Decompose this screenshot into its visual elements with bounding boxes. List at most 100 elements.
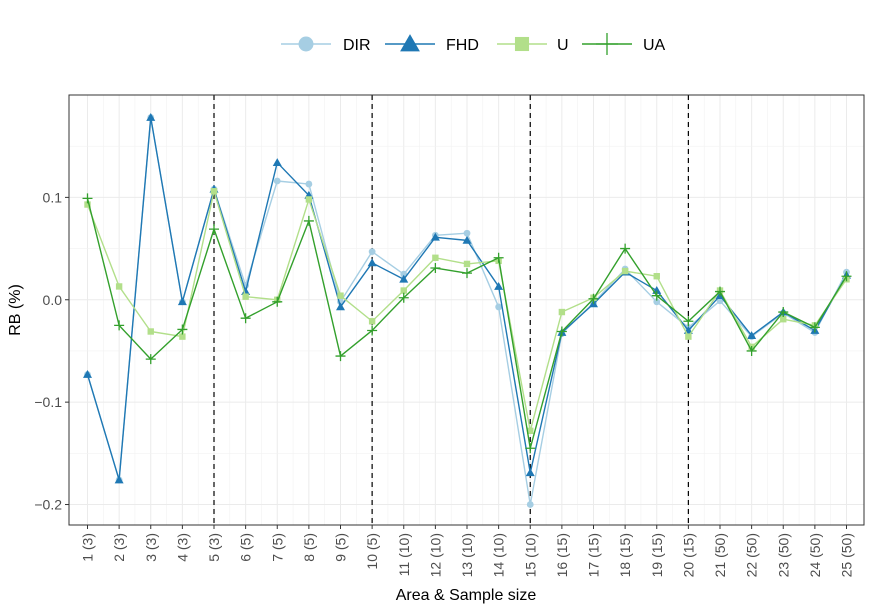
data-point-dir xyxy=(495,303,503,311)
data-point-u xyxy=(527,427,534,435)
data-point-u xyxy=(368,318,376,325)
data-point-fhd xyxy=(399,274,409,283)
x-tick-label: 20 (15) xyxy=(680,533,696,577)
data-point-fhd xyxy=(272,158,282,166)
legend-item-ua: UA xyxy=(582,33,666,55)
data-point-dir xyxy=(463,229,471,237)
data-point-ua xyxy=(556,326,567,337)
data-point-u xyxy=(179,333,186,340)
legend-item-dir: DIR xyxy=(281,36,371,54)
data-point-ua xyxy=(209,224,219,235)
x-tick-label: 6 (5) xyxy=(238,533,254,562)
series-ua xyxy=(82,193,852,454)
y-axis: −0.2 −0.1 0.0 0.1 xyxy=(34,189,69,513)
data-point-fhd xyxy=(83,370,92,378)
legend-item-fhd: FHD xyxy=(385,34,479,54)
data-point-u xyxy=(780,316,787,323)
data-point-ua xyxy=(177,324,188,335)
x-tick-label: 1 (3) xyxy=(80,533,96,562)
data-point-fhd xyxy=(146,113,156,121)
x-tick-label: 25 (50) xyxy=(839,533,855,577)
x-tick-label: 17 (15) xyxy=(586,533,602,577)
data-point-ua xyxy=(746,345,757,356)
x-axis-title: Area & Sample size xyxy=(396,587,537,604)
data-point-fhd xyxy=(525,468,535,477)
data-point-ua xyxy=(114,320,125,331)
legend-item-u: U xyxy=(497,36,569,54)
data-point-u xyxy=(463,260,471,268)
x-tick-label: 11 (10) xyxy=(396,533,412,576)
x-tick-label: 8 (5) xyxy=(301,533,317,562)
data-point-ua xyxy=(462,268,472,279)
x-tick-label: 5 (3) xyxy=(206,533,222,562)
legend-label-fhd: FHD xyxy=(446,37,479,54)
x-tick-label: 4 (3) xyxy=(174,533,190,562)
x-tick-label: 2 (3) xyxy=(111,533,127,562)
data-point-u xyxy=(400,287,407,294)
data-point-dir xyxy=(273,177,281,185)
data-point-dir xyxy=(716,297,724,305)
legend-marker-ua xyxy=(596,33,618,55)
data-point-u xyxy=(685,333,692,340)
data-point-ua xyxy=(620,243,631,254)
data-point-ua xyxy=(303,215,314,226)
data-point-ua xyxy=(430,263,441,274)
data-point-u xyxy=(305,196,313,203)
data-point-ua xyxy=(493,252,504,263)
x-tick-label: 14 (10) xyxy=(491,533,507,577)
legend-marker-u xyxy=(514,36,530,52)
data-point-fhd xyxy=(430,232,440,241)
data-point-u xyxy=(242,293,249,300)
data-point-u xyxy=(337,292,344,299)
data-point-ua xyxy=(715,286,725,297)
x-tick-label: 10 (5) xyxy=(364,533,380,570)
legend-marker-dir xyxy=(298,36,314,52)
data-point-u xyxy=(432,254,439,261)
data-point-ua xyxy=(145,354,156,365)
data-point-ua xyxy=(778,307,789,318)
legend: DIR FHD U UA xyxy=(281,33,666,55)
data-point-ua xyxy=(240,313,251,324)
data-point-u xyxy=(147,328,154,335)
data-point-dir xyxy=(653,298,661,306)
x-tick-label: 22 (50) xyxy=(744,533,760,577)
grid xyxy=(69,95,864,525)
x-tick-label: 16 (15) xyxy=(554,533,570,577)
data-point-u xyxy=(653,273,660,280)
data-point-fhd xyxy=(367,258,377,267)
data-point-fhd xyxy=(114,475,124,484)
data-point-u xyxy=(210,188,218,195)
data-point-fhd xyxy=(177,297,187,306)
data-point-fhd xyxy=(241,287,251,295)
data-point-ua xyxy=(809,322,820,333)
data-point-ua xyxy=(588,293,599,304)
x-tick-label: 13 (10) xyxy=(459,533,475,577)
data-point-ua xyxy=(398,292,409,303)
data-point-ua xyxy=(683,316,694,327)
legend-marker-fhd xyxy=(400,34,420,52)
x-tick-label: 24 (50) xyxy=(807,533,823,577)
data-point-ua xyxy=(272,296,283,307)
data-point-fhd xyxy=(494,281,504,290)
data-point-ua xyxy=(651,290,662,301)
data-point-ua xyxy=(335,351,346,362)
x-axis: 1 (3) 2 (3) 3 (3) 4 (3) 5 (3) 6 (5) 7 (5) 8 (5)… xyxy=(80,525,855,577)
x-tick-label: 23 (50) xyxy=(775,533,791,577)
x-tick-label: 12 (10) xyxy=(427,533,443,577)
data-point-ua xyxy=(367,325,378,336)
legend-label-u: U xyxy=(557,37,569,54)
series-lines xyxy=(82,113,852,508)
x-tick-label: 9 (5) xyxy=(333,533,349,562)
data-point-u xyxy=(621,267,629,275)
y-tick-label: 0.0 xyxy=(43,292,63,308)
x-tick-label: 19 (15) xyxy=(649,533,665,577)
y-tick-label: −0.2 xyxy=(34,497,62,513)
data-point-u xyxy=(115,283,123,290)
data-point-fhd xyxy=(336,302,345,311)
x-tick-label: 21 (50) xyxy=(712,533,728,577)
x-tick-label: 18 (15) xyxy=(617,533,633,577)
x-tick-label: 7 (5) xyxy=(269,533,285,562)
data-point-dir xyxy=(368,248,376,256)
x-tick-label: 3 (3) xyxy=(143,533,159,562)
